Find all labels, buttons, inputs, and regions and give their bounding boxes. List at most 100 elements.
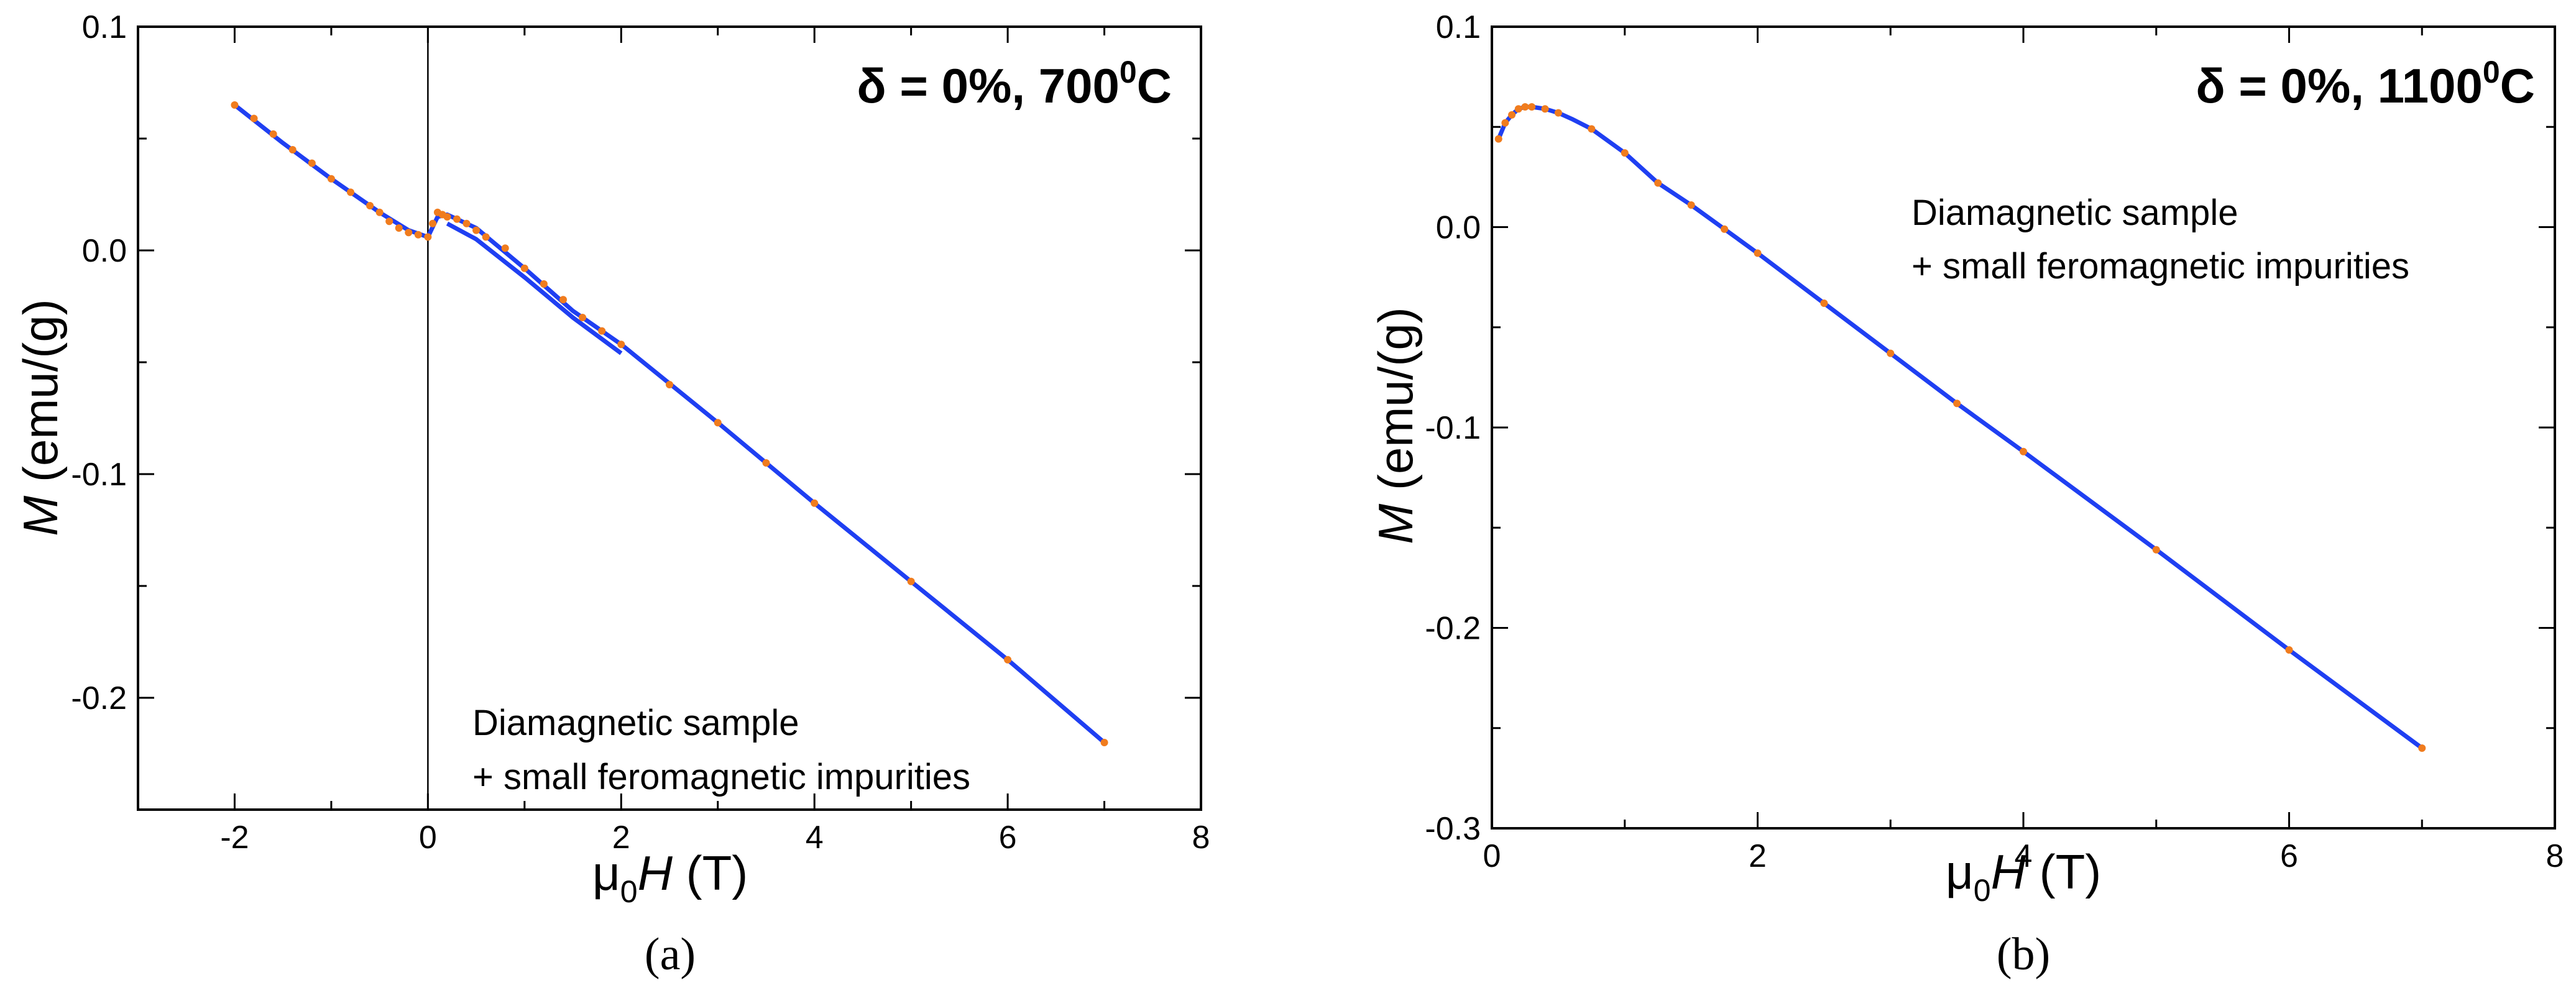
data-point (1528, 103, 1536, 111)
data-point (1508, 111, 1516, 119)
x-tick-label: 0 (419, 820, 437, 856)
chart-title-b-main: δ = 0%, 1100 (2196, 58, 2483, 113)
panel-label-b: (b) (1997, 929, 2050, 980)
data-point (1721, 225, 1729, 233)
data-point (231, 101, 239, 109)
data-point (366, 202, 374, 209)
x-tick-label: 6 (2280, 838, 2298, 874)
x-tick-label: 8 (1192, 820, 1210, 856)
data-point (424, 233, 432, 241)
y-tick-label: -0.3 (1425, 811, 1481, 847)
data-point (1754, 249, 1762, 257)
data-point (1521, 103, 1529, 111)
data-point (1621, 149, 1629, 157)
data-point (453, 215, 461, 223)
series-layer-b (1494, 103, 2426, 752)
y-axis-title-a-var: M (13, 496, 68, 536)
x-axis-title-b-sub: 0 (1974, 873, 1991, 908)
y-tick-label: 0.0 (1436, 210, 1481, 246)
annotation-b-line2: + small feromagnetic impurities (1911, 246, 2409, 286)
chart-panel-a: -2 0 2 4 6 8-0.2-0.10.00.1 δ = 0%, 7000C Diam… (13, 9, 1210, 980)
x-tick-label: 4 (806, 820, 824, 856)
data-point (288, 146, 297, 153)
x-tick-label: 2 (1749, 838, 1767, 874)
x-tick-label: 4 (2015, 838, 2033, 874)
data-point (1953, 400, 1961, 408)
x-axis-title-b-var: H (1991, 844, 2026, 899)
annotation-b-line1: Diamagnetic sample (1911, 193, 2238, 233)
data-point (482, 233, 490, 241)
data-point (395, 224, 403, 232)
y-axis-title-b-unit: (emu/(g) (1368, 307, 1423, 503)
y-tick-label: -0.2 (1425, 611, 1481, 647)
data-point (714, 419, 722, 427)
y-tick-label: -0.1 (1425, 410, 1481, 446)
x-axis-title-b-unit: (T) (2026, 844, 2101, 899)
data-point (1501, 119, 1509, 127)
x-axis-title-b-mu: μ (1946, 844, 1974, 899)
data-point (907, 577, 915, 585)
x-axis-title-a-mu: μ (592, 846, 620, 900)
data-point (2020, 447, 2027, 455)
panel-label-a: (a) (645, 929, 696, 980)
y-tick-label: 0.1 (82, 9, 127, 45)
x-tick-label: -2 (220, 820, 249, 856)
plot-frame-a (137, 25, 1202, 811)
data-point (501, 244, 509, 252)
annotation-a-line2: + small feromagnetic impurities (472, 757, 970, 797)
data-point (1541, 105, 1549, 113)
y-tick-label: 0.0 (82, 233, 127, 269)
chart-panel-b: 0 2 4 6 8-0.3-0.2-0.10.00.1 δ = 0%, 11000C D… (1368, 9, 2564, 980)
data-point (269, 130, 277, 138)
x-tick-label: 8 (2546, 838, 2564, 874)
y-axis-title-a-unit: (emu/(g) (13, 299, 68, 495)
data-point (347, 188, 354, 196)
data-point (1554, 109, 1562, 117)
data-point (414, 231, 422, 239)
axis-ticks-b: 0 2 4 6 8 -0.3 -0.2 -0.1 0.0 0.1 (1425, 9, 2564, 874)
y-axis-title-b-var: M (1368, 504, 1423, 544)
data-point (2418, 744, 2426, 752)
x-axis-title-a: μ0H (T) (592, 846, 748, 909)
data-point (1687, 201, 1695, 209)
chart-title-b-suffix: C (2500, 58, 2535, 113)
chart-title-b-sup: 0 (2483, 55, 2500, 89)
data-point (405, 229, 413, 237)
data-point (250, 114, 258, 122)
data-point (520, 264, 528, 272)
data-point (811, 499, 819, 507)
data-point (598, 327, 606, 335)
series-line-fit (233, 103, 1106, 744)
y-tick-label: -0.2 (71, 680, 127, 716)
data-point (762, 459, 770, 467)
chart-title-a-sup: 0 (1120, 55, 1137, 89)
data-point (1820, 299, 1828, 308)
data-point (462, 219, 471, 227)
y-tick-label: -0.1 (71, 457, 127, 493)
data-point (1100, 739, 1108, 746)
y-tick-label: 0.1 (1436, 9, 1481, 45)
x-axis-title-a-sub: 0 (620, 874, 638, 909)
x-tick-label: 6 (999, 820, 1017, 856)
data-point (2285, 646, 2293, 654)
data-point (1654, 179, 1662, 187)
plot-frame-b (1491, 25, 2556, 830)
x-axis-title-a-var: H (638, 846, 673, 900)
data-point (540, 280, 548, 288)
chart-title-a-suffix: C (1137, 58, 1172, 113)
axis-ticks-a: -2 0 2 4 6 8 -0.2 -0.1 0.0 0.1 (71, 9, 1210, 856)
y-axis-title-b: M (emu/(g) (1368, 307, 1423, 544)
data-point (1514, 105, 1522, 113)
x-axis-title-b: μ0H (T) (1946, 844, 2101, 908)
data-point (429, 219, 437, 227)
chart-title-a: δ = 0%, 7000C (857, 55, 1172, 113)
data-point (666, 381, 673, 388)
x-tick-label: 0 (1483, 838, 1501, 874)
series-layer-a (231, 27, 1108, 810)
data-point (327, 175, 335, 183)
x-tick-label: 2 (612, 820, 630, 856)
data-point (579, 314, 587, 321)
data-point (2152, 546, 2160, 554)
data-point (559, 296, 567, 304)
